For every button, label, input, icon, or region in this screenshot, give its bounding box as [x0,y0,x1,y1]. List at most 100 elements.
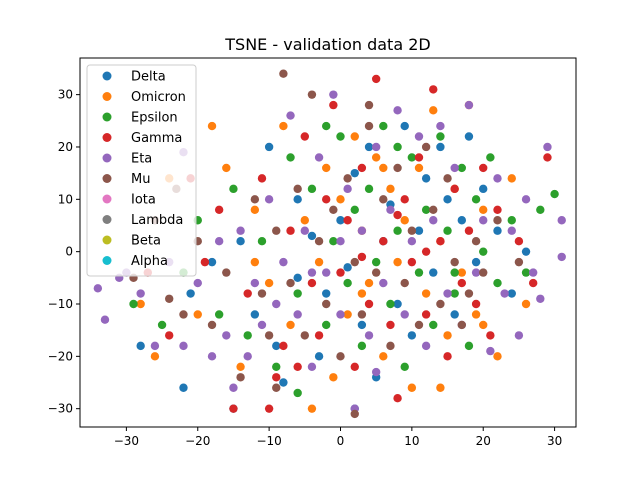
point-delta [236,236,245,246]
point-omicron [443,331,452,340]
point-eta [286,111,295,120]
point-mu [457,320,467,330]
point-eta [357,226,367,235]
point-eta [222,331,231,340]
point-omicron [414,163,424,173]
y-tick-label: 20 [58,140,73,154]
point-epsilon [343,278,352,288]
point-mu [436,299,445,309]
point-omicron [207,121,217,131]
point-gamma [407,257,417,267]
point-eta [229,383,238,392]
point-omicron [379,352,388,361]
point-delta [307,231,317,241]
point-eta [307,268,317,277]
point-delta [250,310,260,319]
point-delta [357,320,367,330]
point-mu [272,383,281,392]
point-eta [250,278,260,288]
point-epsilon [471,195,481,204]
x-tick-label: 0 [337,434,345,448]
legend-marker-beta [102,235,112,245]
point-epsilon [336,132,345,141]
point-eta [429,216,438,225]
point-delta [471,257,481,267]
point-eta [371,142,381,152]
point-omicron [350,132,359,141]
point-epsilon [443,226,452,235]
point-gamma [379,236,388,246]
point-eta [371,367,381,377]
point-omicron [479,320,488,330]
point-mu [314,236,324,246]
point-eta [464,100,474,110]
point-omicron [314,257,324,267]
point-delta [293,195,302,204]
legend-marker-lambda [102,215,112,224]
y-tick-label: −10 [48,297,73,311]
point-eta [528,268,538,277]
point-epsilon [457,163,467,173]
legend-marker-iota [102,194,112,204]
point-mu [479,268,488,277]
point-eta [243,352,252,361]
point-delta [207,257,217,267]
point-delta [464,132,474,141]
point-eta [364,331,374,340]
point-omicron [521,299,531,309]
legend-marker-epsilon [102,112,112,122]
point-epsilon [307,184,317,194]
point-omicron [421,289,431,298]
point-omicron [250,205,260,214]
point-omicron [336,195,345,204]
point-omicron [329,373,338,382]
point-gamma [279,341,288,351]
point-eta [329,90,338,99]
point-gamma [414,153,424,162]
point-mu [371,268,381,277]
point-eta [314,153,324,162]
point-epsilon [507,216,516,225]
point-epsilon [400,362,409,372]
point-omicron [343,310,352,319]
point-delta [450,310,459,319]
x-tick-label: −20 [185,434,210,448]
point-epsilon [407,153,417,162]
point-mu [429,205,438,214]
point-gamma [264,404,274,413]
point-mu [400,278,409,288]
point-omicron [493,352,502,361]
legend-label-alpha: Alpha [131,254,168,269]
point-omicron [150,352,160,361]
y-tick-label: 0 [65,245,73,259]
point-gamma [429,85,438,94]
point-epsilon [464,341,474,351]
point-delta [186,289,195,298]
point-eta [393,106,402,115]
point-gamma [371,74,381,84]
point-epsilon [450,268,459,277]
point-delta [507,289,516,298]
point-gamma [293,362,302,372]
point-eta [557,216,566,225]
point-eta [521,195,531,204]
point-gamma [486,331,495,340]
legend-marker-eta [102,153,112,163]
point-mu [450,257,459,267]
point-epsilon [272,362,281,372]
point-delta [414,226,424,235]
point-epsilon [322,320,331,330]
point-delta [493,226,502,235]
point-gamma [393,394,402,403]
point-mu [386,341,395,351]
point-omicron [400,216,409,225]
point-omicron [407,383,417,392]
point-mu [357,310,367,319]
point-eta [450,163,459,173]
legend-marker-omicron [102,92,112,101]
point-delta [421,174,431,183]
point-eta [379,278,388,288]
point-gamma [329,100,338,110]
point-mu [272,226,281,235]
